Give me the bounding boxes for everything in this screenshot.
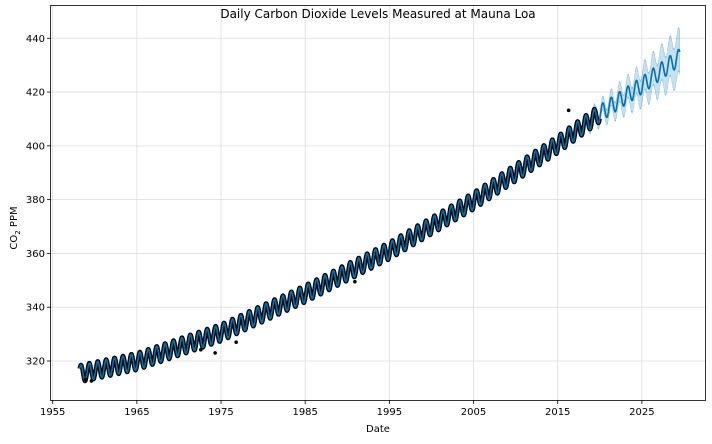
y-axis-label-unit: PPM	[9, 206, 20, 230]
chart-title: Daily Carbon Dioxide Levels Measured at …	[220, 7, 535, 21]
x-tick-label: 1975	[208, 407, 233, 418]
y-tick-label: 340	[26, 303, 45, 314]
y-tick-label: 360	[26, 249, 45, 260]
y-axis-label-subscript: 2	[14, 230, 22, 234]
outlier-point	[213, 351, 217, 355]
y-tick-label: 420	[26, 88, 45, 99]
gridlines	[51, 6, 705, 400]
outlier-point	[83, 378, 88, 382]
y-axis-label: CO2 PPM	[9, 206, 22, 249]
x-tick-label: 1985	[292, 407, 317, 418]
y-tick-label: 400	[26, 141, 45, 152]
y-tick-label: 320	[26, 357, 45, 368]
outlier-point	[353, 279, 357, 284]
outlier-point	[566, 108, 571, 113]
x-tick-label: 2025	[629, 407, 654, 418]
uncertainty-band-layer	[589, 26, 680, 135]
observed-data-layer	[77, 106, 602, 384]
x-tick-label: 1965	[124, 407, 149, 418]
x-axis-ticks: 1955 1965 1975 1985 1995 2005 2015 2025	[40, 400, 655, 418]
x-tick-label: 1955	[40, 407, 65, 418]
outlier-point	[199, 347, 203, 352]
forecast-line-layer	[78, 48, 681, 382]
x-axis-label: Date	[366, 424, 390, 435]
uncertainty-band	[589, 26, 680, 135]
x-tick-label: 1995	[377, 407, 402, 418]
plot-frame	[50, 5, 706, 401]
outlier-point	[89, 379, 94, 383]
y-tick-label: 380	[26, 195, 45, 206]
y-axis-ticks: 320 340 360 380 400 420 440	[26, 34, 51, 368]
x-tick-label: 2015	[545, 407, 570, 418]
outlier-points-layer	[83, 108, 571, 383]
forecast-series	[78, 48, 681, 382]
observed-series	[77, 106, 602, 384]
x-tick-label: 2005	[461, 407, 486, 418]
y-tick-label: 440	[26, 34, 45, 45]
outlier-point	[234, 340, 238, 344]
y-axis-label-main: CO	[9, 235, 20, 250]
